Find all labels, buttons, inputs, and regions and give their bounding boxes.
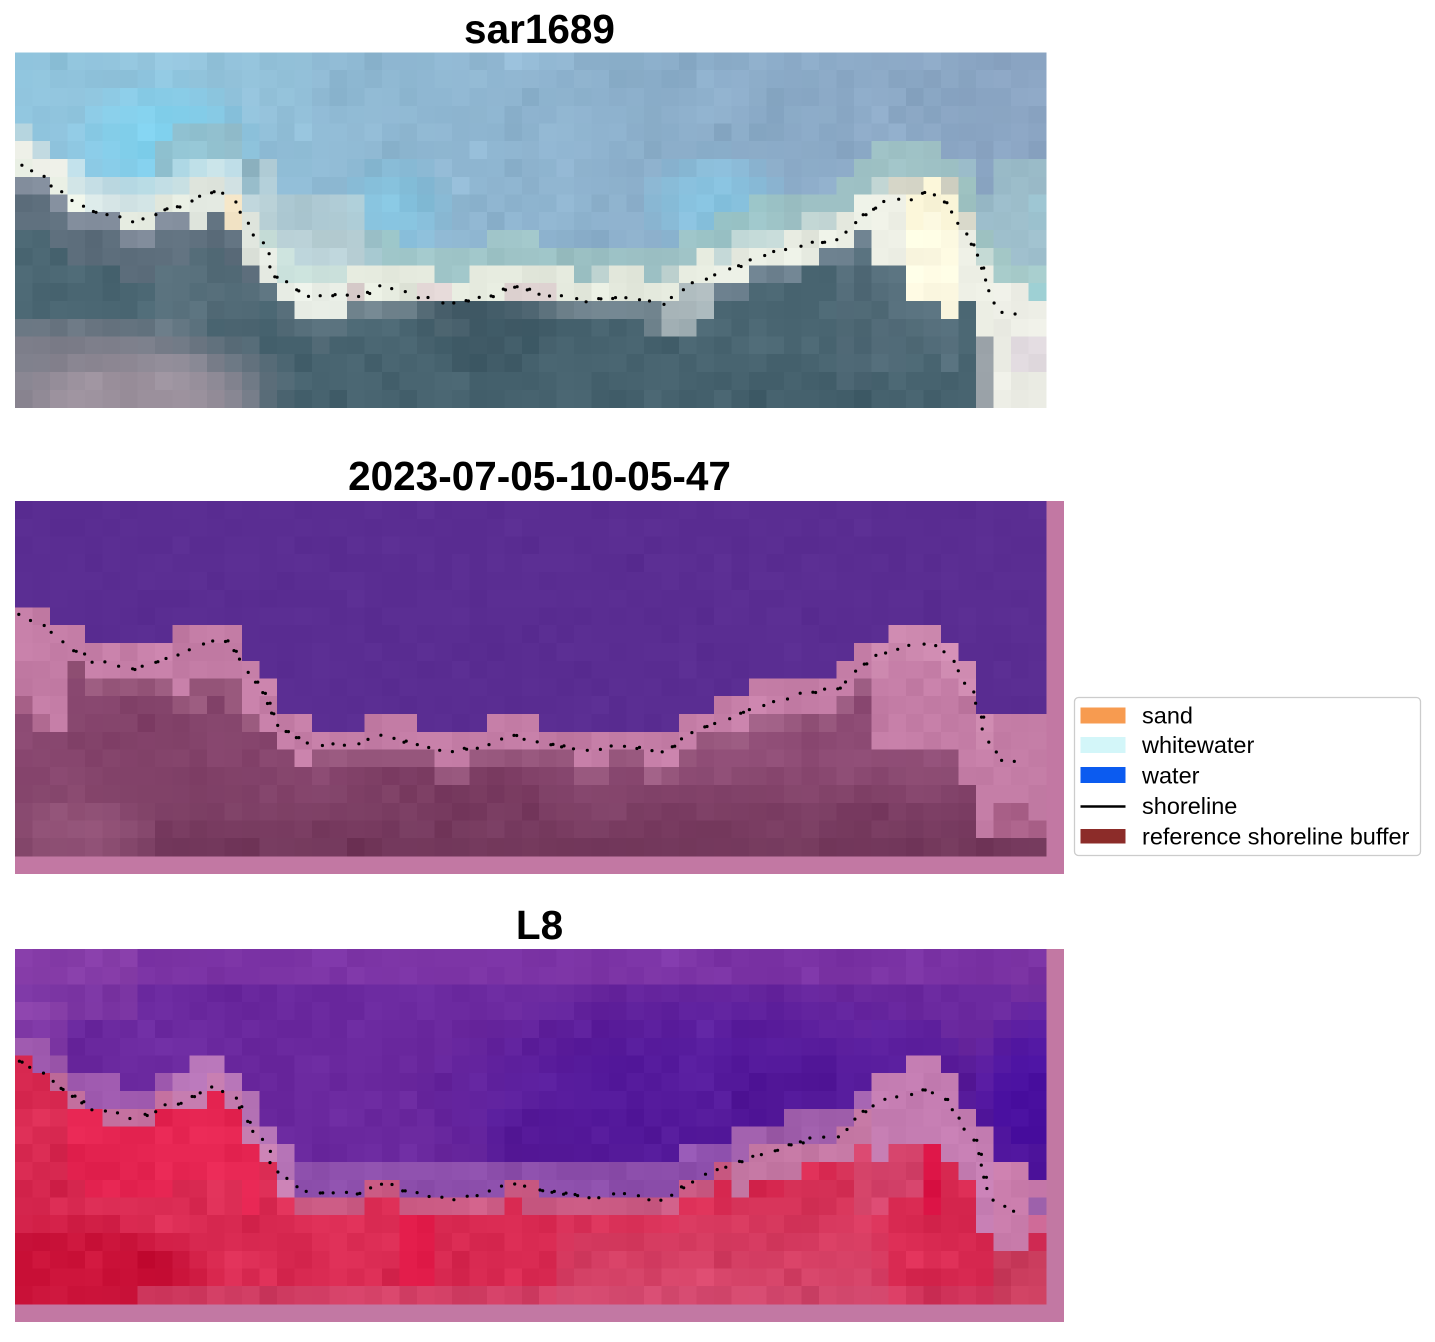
svg-text:L8: L8 bbox=[516, 902, 563, 948]
svg-text:whitewater: whitewater bbox=[1141, 732, 1254, 758]
svg-text:water: water bbox=[1141, 763, 1200, 789]
svg-text:sar1689: sar1689 bbox=[464, 6, 615, 52]
svg-text:2023-07-05-10-05-47: 2023-07-05-10-05-47 bbox=[348, 453, 731, 499]
svg-text:shoreline: shoreline bbox=[1142, 793, 1237, 819]
svg-text:reference shoreline buffer: reference shoreline buffer bbox=[1142, 824, 1410, 850]
svg-text:sand: sand bbox=[1142, 703, 1193, 729]
